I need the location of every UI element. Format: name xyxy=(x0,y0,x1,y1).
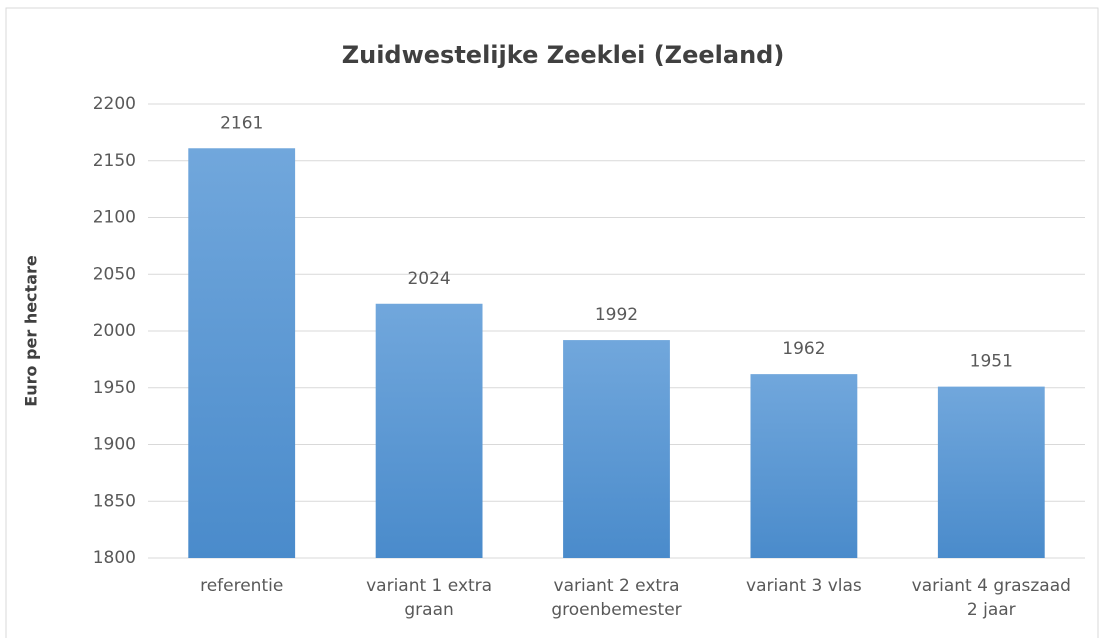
y-tick-label: 1800 xyxy=(93,548,136,568)
y-tick-label: 2200 xyxy=(93,94,136,114)
y-tick-label: 2000 xyxy=(93,321,136,341)
value-label: 1992 xyxy=(595,305,638,325)
bar xyxy=(375,303,483,558)
y-tick-label: 1950 xyxy=(93,378,136,398)
value-label: 2024 xyxy=(407,269,450,289)
chart-frame xyxy=(5,7,1099,638)
bar xyxy=(188,148,296,558)
x-tick-label: variant 1 extra graan xyxy=(366,576,492,620)
y-tick-label: 2150 xyxy=(93,151,136,171)
x-tick-label: variant 2 extra groenbemester xyxy=(551,576,681,620)
chart-title: Zuidwestelijke Zeeklei (Zeeland) xyxy=(342,41,785,69)
value-label: 2161 xyxy=(220,113,263,133)
bar xyxy=(937,386,1045,558)
y-axis-label: Euro per hectare xyxy=(22,255,41,407)
value-label: 1951 xyxy=(970,352,1013,372)
value-label: 1962 xyxy=(782,339,825,359)
y-tick-label: 2100 xyxy=(93,208,136,228)
y-tick-label: 1850 xyxy=(93,491,136,511)
y-tick-label: 1900 xyxy=(93,435,136,455)
x-tick-label: referentie xyxy=(200,576,283,596)
y-tick-label: 2050 xyxy=(93,264,136,284)
bar xyxy=(563,340,670,558)
x-tick-label: variant 4 graszaad 2 jaar xyxy=(912,576,1071,620)
bar xyxy=(750,374,858,558)
x-tick-label: variant 3 vlas xyxy=(746,576,862,596)
